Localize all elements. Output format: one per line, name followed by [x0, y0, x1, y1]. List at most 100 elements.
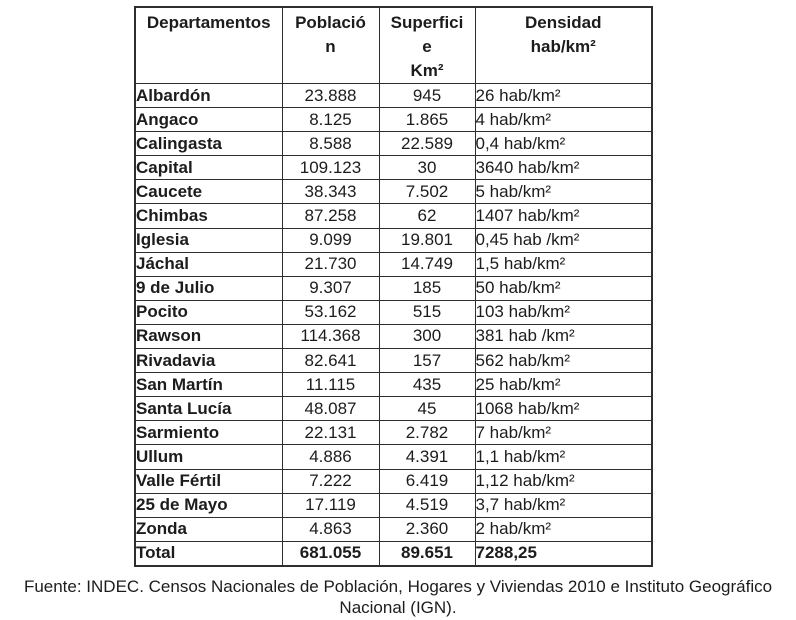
department-cell: Capital: [134, 155, 283, 181]
department-cell: Zonda: [134, 516, 283, 542]
table-row: Pocito 53.162 515 103 hab/km²: [134, 299, 653, 325]
density-cell: 50 hab/km²: [474, 275, 653, 301]
table-row: Sarmiento 22.131 2.782 7 hab/km²: [134, 420, 653, 446]
density-cell: 1,1 hab/km²: [474, 444, 653, 470]
area-cell: 1.865: [378, 107, 476, 133]
department-cell: 25 de Mayo: [134, 492, 283, 518]
table-row: San Martín 11.115 435 25 hab/km²: [134, 372, 653, 398]
department-cell: Santa Lucía: [134, 396, 283, 422]
total-label-cell: Total: [134, 540, 283, 567]
col-header-poblacion: Població n: [281, 6, 380, 84]
table-row: Capital 109.123 30 3640 hab/km²: [134, 155, 653, 181]
table-row: 9 de Julio 9.307 185 50 hab/km²: [134, 275, 653, 301]
department-cell: Ullum: [134, 444, 283, 470]
population-cell: 38.343: [281, 179, 380, 205]
population-cell: 87.258: [281, 203, 380, 229]
population-cell: 8.588: [281, 131, 380, 157]
density-cell: 381 hab /km²: [474, 323, 653, 350]
department-cell: Albardón: [134, 82, 283, 109]
department-cell: Rivadavia: [134, 348, 283, 374]
table-row: Chimbas 87.258 62 1407 hab/km²: [134, 203, 653, 229]
total-area-cell: 89.651: [378, 540, 476, 567]
header-line: Superfici: [390, 13, 464, 32]
density-cell: 0,45 hab /km²: [474, 227, 653, 253]
density-cell: 5 hab/km²: [474, 179, 653, 205]
col-header-superficie: Superfici e Km²: [378, 6, 476, 84]
table-row: Valle Fértil 7.222 6.419 1,12 hab/km²: [134, 468, 653, 494]
area-cell: 62: [378, 203, 476, 229]
population-cell: 9.099: [281, 227, 380, 253]
source-note-line: Nacional (IGN).: [339, 598, 457, 617]
population-cell: 17.119: [281, 492, 380, 518]
header-line: e: [422, 37, 432, 56]
area-cell: 7.502: [378, 179, 476, 205]
department-cell: Chimbas: [134, 203, 283, 229]
department-cell: Jáchal: [134, 251, 283, 277]
density-cell: 1,12 hab/km²: [474, 468, 653, 494]
header-line: Km²: [410, 61, 444, 80]
density-cell: 562 hab/km²: [474, 348, 653, 374]
header-line: Densidad: [524, 13, 602, 32]
table-row: Ullum 4.886 4.391 1,1 hab/km²: [134, 444, 653, 470]
population-cell: 53.162: [281, 299, 380, 325]
population-cell: 8.125: [281, 107, 380, 133]
header-line: Departamentos: [146, 13, 271, 32]
header-row: Departamentos Població n Superfici e Km²…: [134, 6, 653, 84]
area-cell: 45: [378, 396, 476, 422]
total-population-cell: 681.055: [281, 540, 380, 567]
population-cell: 114.368: [281, 323, 380, 350]
area-cell: 4.391: [378, 444, 476, 470]
density-cell: 26 hab/km²: [474, 82, 653, 109]
total-density-cell: 7288,25: [474, 540, 653, 567]
table-row: Santa Lucía 48.087 45 1068 hab/km²: [134, 396, 653, 422]
density-cell: 25 hab/km²: [474, 372, 653, 398]
col-header-densidad: Densidad hab/km²: [474, 6, 653, 84]
area-cell: 19.801: [378, 227, 476, 253]
table-row: Angaco 8.125 1.865 4 hab/km²: [134, 107, 653, 133]
population-cell: 21.730: [281, 251, 380, 277]
table-row: Zonda 4.863 2.360 2 hab/km²: [134, 516, 653, 542]
header-line: n: [325, 37, 336, 56]
area-cell: 300: [378, 323, 476, 350]
area-cell: 6.419: [378, 468, 476, 494]
area-cell: 157: [378, 348, 476, 374]
density-cell: 3640 hab/km²: [474, 155, 653, 181]
area-cell: 435: [378, 372, 476, 398]
population-cell: 48.087: [281, 396, 380, 422]
table-row: Rawson 114.368 300 381 hab /km²: [134, 323, 653, 350]
population-cell: 9.307: [281, 275, 380, 301]
density-cell: 2 hab/km²: [474, 516, 653, 542]
table-row: 25 de Mayo 17.119 4.519 3,7 hab/km²: [134, 492, 653, 518]
department-cell: 9 de Julio: [134, 275, 283, 301]
density-cell: 1068 hab/km²: [474, 396, 653, 422]
area-cell: 30: [378, 155, 476, 181]
area-cell: 515: [378, 299, 476, 325]
col-header-departamentos: Departamentos: [134, 6, 283, 84]
department-cell: Iglesia: [134, 227, 283, 253]
area-cell: 4.519: [378, 492, 476, 518]
population-cell: 22.131: [281, 420, 380, 446]
density-cell: 1407 hab/km²: [474, 203, 653, 229]
area-cell: 2.782: [378, 420, 476, 446]
department-cell: Rawson: [134, 323, 283, 350]
area-cell: 14.749: [378, 251, 476, 277]
population-cell: 109.123: [281, 155, 380, 181]
source-note: Fuente: INDEC. Censos Nacionales de Pobl…: [0, 576, 796, 618]
population-cell: 82.641: [281, 348, 380, 374]
density-cell: 4 hab/km²: [474, 107, 653, 133]
department-cell: San Martín: [134, 372, 283, 398]
area-cell: 185: [378, 275, 476, 301]
department-cell: Pocito: [134, 299, 283, 325]
table-row: Rivadavia 82.641 157 562 hab/km²: [134, 348, 653, 374]
table-row: Calingasta 8.588 22.589 0,4 hab/km²: [134, 131, 653, 157]
table-row: Iglesia 9.099 19.801 0,45 hab /km²: [134, 227, 653, 253]
table-row: Jáchal 21.730 14.749 1,5 hab/km²: [134, 251, 653, 277]
area-cell: 2.360: [378, 516, 476, 542]
population-cell: 23.888: [281, 82, 380, 109]
total-row: Total 681.055 89.651 7288,25: [134, 540, 653, 567]
department-cell: Sarmiento: [134, 420, 283, 446]
source-note-line: Fuente: INDEC. Censos Nacionales de Pobl…: [23, 577, 773, 596]
population-table: Departamentos Població n Superfici e Km²…: [134, 6, 653, 567]
density-cell: 7 hab/km²: [474, 420, 653, 446]
population-cell: 4.863: [281, 516, 380, 542]
